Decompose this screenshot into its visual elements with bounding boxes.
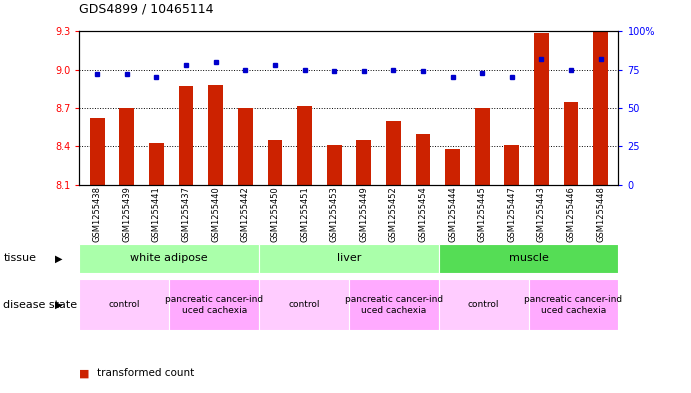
Bar <box>327 145 341 185</box>
Bar <box>357 140 371 185</box>
Bar <box>179 86 193 185</box>
Bar <box>267 140 283 185</box>
Text: ▶: ▶ <box>55 299 62 310</box>
Text: disease state: disease state <box>3 299 77 310</box>
Text: control: control <box>288 300 320 309</box>
Bar <box>534 33 549 185</box>
Text: control: control <box>108 300 140 309</box>
Text: white adipose: white adipose <box>131 253 208 263</box>
Bar <box>149 143 164 185</box>
Text: pancreatic cancer-ind
uced cachexia: pancreatic cancer-ind uced cachexia <box>165 294 263 315</box>
Bar <box>169 279 259 330</box>
Bar <box>529 279 618 330</box>
Bar <box>594 31 608 185</box>
Bar <box>90 118 104 185</box>
Bar <box>475 108 490 185</box>
Bar <box>415 134 430 185</box>
Bar <box>504 145 519 185</box>
Text: control: control <box>468 300 500 309</box>
Text: transformed count: transformed count <box>97 368 194 378</box>
Text: ▶: ▶ <box>55 253 62 263</box>
Bar <box>208 85 223 185</box>
Bar <box>238 108 253 185</box>
Text: GDS4899 / 10465114: GDS4899 / 10465114 <box>79 3 214 16</box>
Bar <box>120 108 134 185</box>
Text: tissue: tissue <box>3 253 37 263</box>
Bar <box>259 244 439 273</box>
Bar <box>439 244 618 273</box>
Bar <box>386 121 401 185</box>
Text: liver: liver <box>337 253 361 263</box>
Text: pancreatic cancer-ind
uced cachexia: pancreatic cancer-ind uced cachexia <box>345 294 443 315</box>
Bar <box>79 244 259 273</box>
Bar <box>79 279 169 330</box>
Text: ■: ■ <box>79 368 90 378</box>
Bar <box>439 279 529 330</box>
Text: pancreatic cancer-ind
uced cachexia: pancreatic cancer-ind uced cachexia <box>524 294 623 315</box>
Bar <box>349 279 439 330</box>
Bar <box>259 279 349 330</box>
Text: muscle: muscle <box>509 253 549 263</box>
Bar <box>445 149 460 185</box>
Bar <box>564 102 578 185</box>
Bar <box>297 105 312 185</box>
